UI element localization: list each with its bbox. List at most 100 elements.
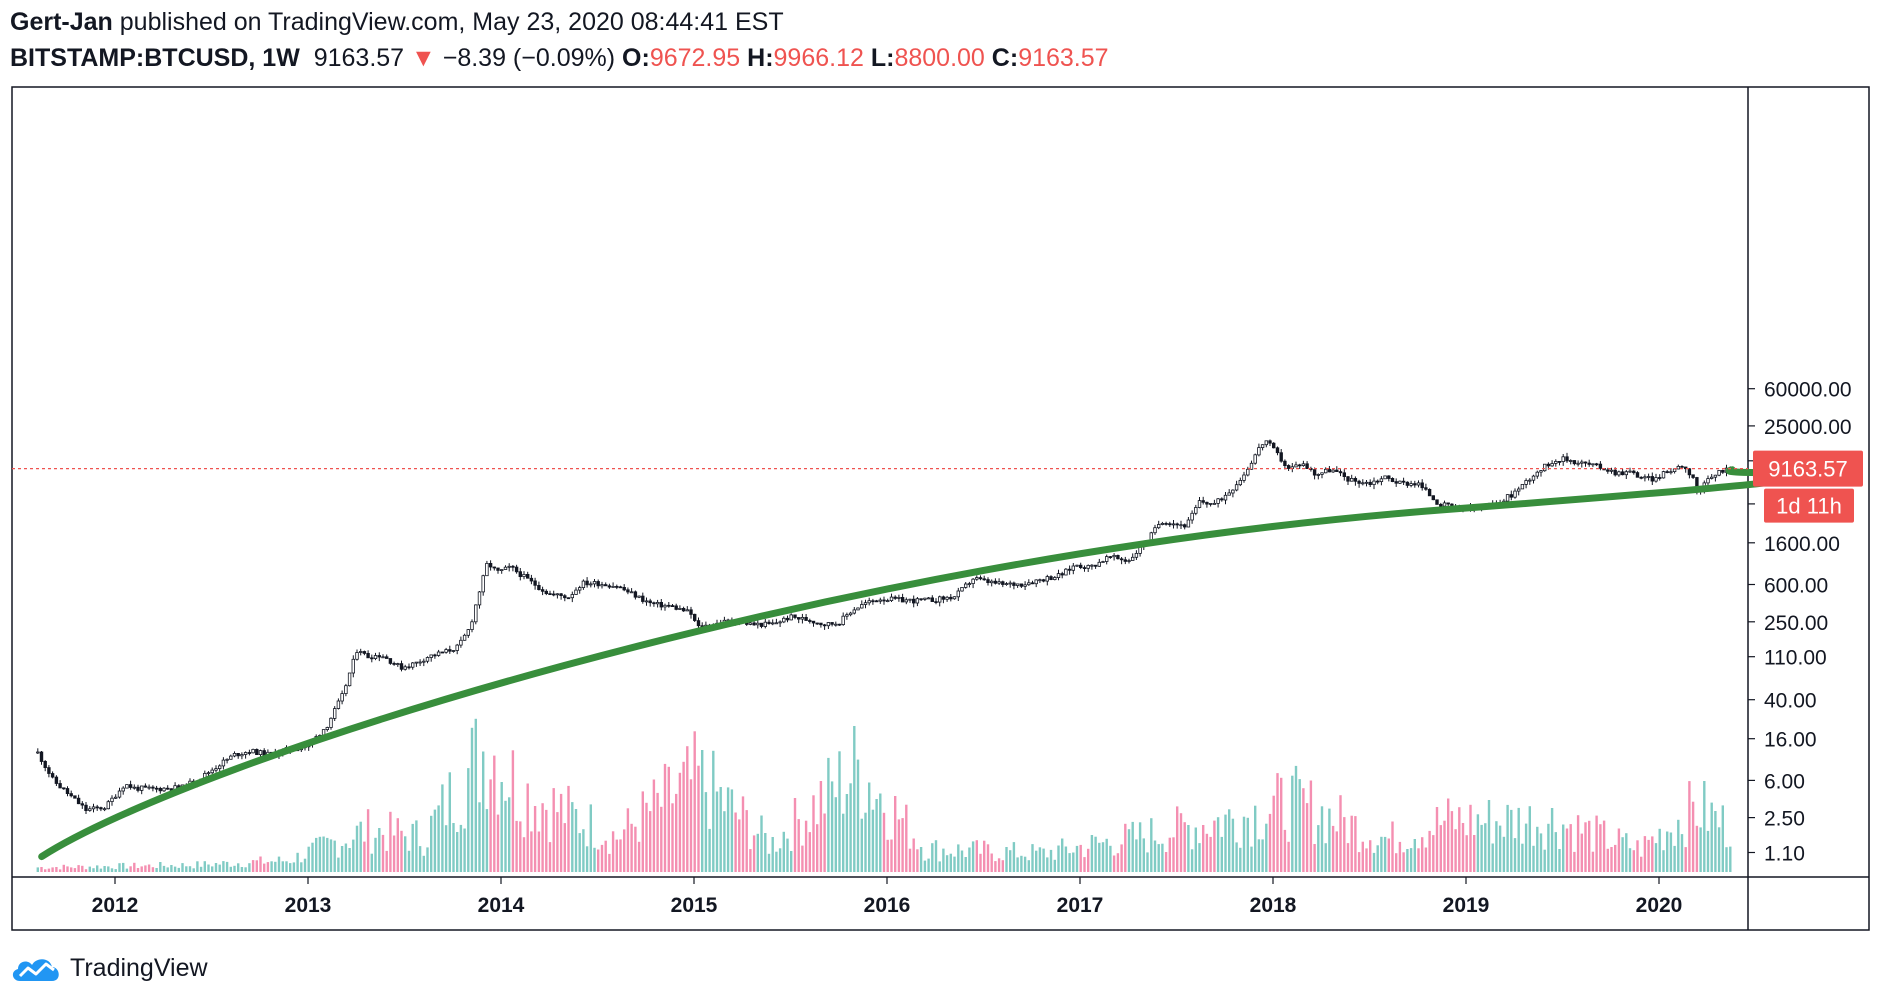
volume-bar <box>422 855 425 872</box>
candle <box>229 754 233 760</box>
volume-bar <box>1636 840 1639 872</box>
candle <box>596 579 600 589</box>
volume-bar <box>1480 824 1483 872</box>
volume-bar <box>812 795 815 872</box>
volume-bar <box>237 863 240 872</box>
candle <box>1691 474 1695 479</box>
candle <box>1001 580 1005 588</box>
candle <box>1513 488 1517 499</box>
volume-bar <box>875 799 878 872</box>
candle <box>1624 470 1628 479</box>
volume-bar <box>110 868 114 872</box>
symbol-title[interactable]: BITSTAMP:BTCUSD, 1W <box>10 44 300 72</box>
candle <box>1119 557 1124 565</box>
volume-bar <box>411 823 414 872</box>
candle <box>615 584 619 590</box>
volume-bar <box>1287 841 1290 872</box>
candle <box>1019 583 1024 588</box>
volume-bar <box>289 863 292 872</box>
volume-bar <box>1005 847 1008 872</box>
volume-bar <box>975 840 978 872</box>
volume-bar <box>1079 844 1082 872</box>
volume-bar <box>526 783 529 872</box>
candle <box>1168 521 1172 527</box>
volume-bar <box>159 862 162 872</box>
volume-bar <box>871 809 875 872</box>
volume-bar <box>1710 802 1713 872</box>
volume-bar <box>1591 851 1595 872</box>
volume-bar <box>1283 829 1287 872</box>
volume-bar <box>478 802 481 872</box>
volume-bar <box>1458 807 1461 872</box>
volume-bar <box>726 787 730 872</box>
candle <box>1175 522 1179 529</box>
volume-bar <box>849 783 852 872</box>
candle <box>641 592 645 604</box>
volume-bar <box>1339 795 1342 872</box>
volume-bar <box>1324 843 1327 872</box>
candle <box>622 584 626 592</box>
price-tick-label: 16.00 <box>1764 729 1817 752</box>
candle <box>882 596 886 605</box>
candle <box>1665 469 1669 474</box>
volume-bar <box>894 796 897 872</box>
volume-bar <box>1116 853 1120 872</box>
volume-bar <box>444 825 448 872</box>
candle <box>1353 476 1358 486</box>
trendline-curve[interactable] <box>38 466 1815 861</box>
volume-bar <box>1098 842 1101 872</box>
candle <box>1717 469 1721 477</box>
volume-bar <box>1495 821 1498 872</box>
volume-bar <box>530 831 533 872</box>
volume-bar <box>129 866 132 872</box>
volume-bar <box>333 840 336 872</box>
author-name[interactable]: Gert-Jan <box>10 8 113 36</box>
candle <box>811 620 816 627</box>
volume-bar <box>745 810 748 872</box>
volume-bar <box>504 800 507 872</box>
volume-bar <box>322 836 325 872</box>
volume-bar <box>274 861 277 872</box>
last-price: 9163.57 <box>313 44 405 72</box>
candle <box>585 577 589 588</box>
volume-bar <box>1131 821 1134 872</box>
candle <box>1108 556 1113 559</box>
volume-bar <box>1075 845 1079 872</box>
volume-bar <box>734 812 737 872</box>
volume-bar <box>689 779 693 872</box>
volume-bar <box>667 766 670 872</box>
volume-bar <box>437 805 440 872</box>
candle <box>1157 520 1161 530</box>
price-tick-label: 1600.00 <box>1764 533 1840 556</box>
candle <box>1431 495 1435 501</box>
volume-bar <box>1469 804 1472 872</box>
candle <box>1272 442 1276 449</box>
candle <box>915 597 920 607</box>
candle <box>923 597 927 601</box>
volume-bar <box>1176 806 1179 872</box>
candle <box>533 577 537 590</box>
volume-bar <box>162 865 166 872</box>
volume-bar <box>897 819 901 872</box>
volume-bar <box>842 813 845 872</box>
candle <box>1049 575 1053 581</box>
volume-bar <box>392 835 396 872</box>
volume-bar <box>192 868 195 872</box>
candle <box>689 606 693 619</box>
volume-bar <box>1580 833 1583 872</box>
candle <box>507 563 511 572</box>
candle <box>58 780 62 789</box>
brand-footer[interactable]: TradingView <box>10 950 208 986</box>
time-tick-label: 2012 <box>92 894 139 917</box>
candle <box>964 582 968 589</box>
candle <box>236 753 240 759</box>
candle <box>912 595 916 608</box>
volume-bar <box>886 839 889 872</box>
candle <box>462 633 467 641</box>
volume-bar <box>1610 847 1613 872</box>
volume-bar <box>1528 806 1531 872</box>
candle <box>396 662 400 667</box>
candle <box>503 565 508 570</box>
volume-bar <box>1532 845 1535 872</box>
